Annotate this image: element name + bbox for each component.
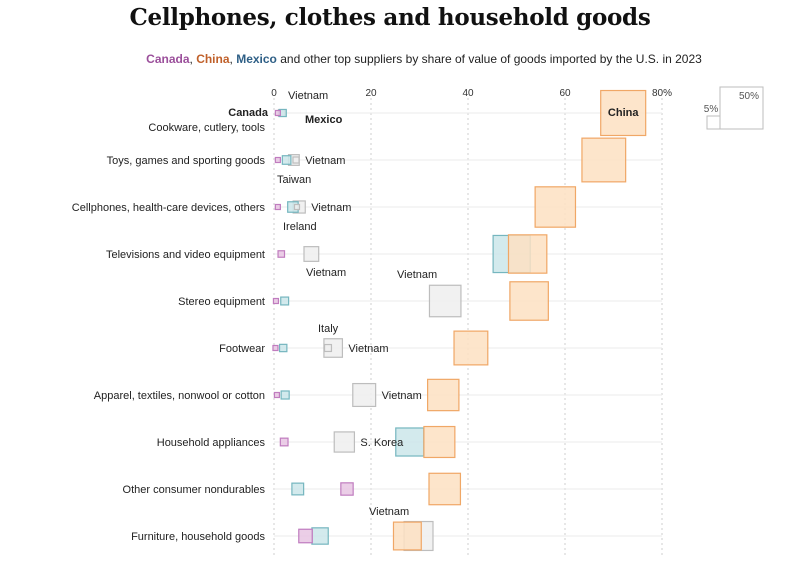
mexico-marker: [281, 155, 292, 165]
category-label: Furniture, household goods: [131, 531, 265, 543]
china-marker: [509, 281, 549, 321]
subtitle-mexico: Mexico: [236, 52, 277, 66]
x-tick-label: 80%: [652, 88, 672, 99]
extra-supplier-marker: [340, 482, 354, 496]
annotation-canada: Canada: [228, 107, 269, 119]
subtitle-sep-1: ,: [189, 52, 197, 66]
other-supplier-marker: [428, 284, 462, 318]
annotation-vietnam-furniture: Vietnam: [369, 506, 409, 518]
extra-supplier-marker: [293, 203, 301, 211]
annotation-italy: Italy: [318, 323, 339, 335]
supplier-label: Vietnam: [382, 390, 422, 402]
other-supplier-marker: [323, 338, 344, 358]
china-marker: [428, 472, 462, 506]
category-label: Other consumer nondurables: [123, 484, 266, 496]
category-label: Stereo equipment: [178, 296, 265, 308]
x-tick-label: 0: [271, 88, 277, 99]
category-label: Cellphones, health-care devices, others: [72, 202, 266, 214]
category-label: Household appliances: [157, 437, 266, 449]
canada-marker: [279, 437, 289, 447]
subtitle-sep-2: ,: [229, 52, 237, 66]
mexico-marker: [395, 427, 425, 457]
chart-subtitle: Canada, China, Mexico and other top supp…: [0, 52, 800, 66]
canada-marker: [298, 528, 313, 544]
supplier-label: Vietnam: [348, 343, 388, 355]
category-label: Footwear: [219, 343, 265, 355]
supplier-label: S. Korea: [360, 437, 404, 449]
china-marker: [392, 521, 422, 551]
other-supplier-marker: [352, 382, 377, 408]
subtitle-china: China: [196, 52, 230, 66]
extra-supplier-marker: [292, 156, 300, 164]
canada-marker: [272, 344, 279, 352]
canada-marker: [274, 156, 281, 164]
annotation-taiwan: Taiwan: [277, 174, 311, 186]
other-supplier-marker: [333, 431, 356, 453]
china-marker: [581, 137, 627, 183]
supplier-label: Vietnam: [311, 202, 351, 214]
x-tick-label: 40: [462, 88, 474, 99]
canada-marker: [272, 297, 280, 305]
supplier-label: Vietnam: [305, 155, 345, 167]
x-tick-label: 20: [365, 88, 377, 99]
canada-marker: [274, 109, 281, 117]
annotation-vietnam-cookware: Vietnam: [288, 90, 328, 102]
china-marker: [507, 234, 548, 274]
subtitle-rest: and other top suppliers by share of valu…: [276, 52, 702, 66]
extra-supplier-marker: [323, 343, 333, 353]
mexico-marker: [311, 527, 329, 545]
annotation-vietnam-tv: Vietnam: [306, 267, 346, 279]
canada-marker: [273, 391, 281, 399]
category-label: Televisions and video equipment: [106, 249, 265, 261]
mexico-marker: [280, 296, 290, 306]
other-supplier-marker: [303, 246, 320, 262]
china-marker: [600, 89, 647, 137]
mexico-marker: [291, 482, 305, 496]
legend-label-small: 5%: [704, 104, 719, 115]
annotation-mexico: Mexico: [305, 114, 343, 126]
annotation-china: China: [608, 107, 639, 119]
annotation-ireland: Ireland: [283, 221, 317, 233]
category-label: Apparel, textiles, nonwool or cotton: [94, 390, 265, 402]
china-marker: [453, 330, 489, 366]
canada-marker: [274, 203, 281, 211]
legend-square-small: [706, 115, 721, 130]
chart-title: Cellphones, clothes and household goods: [129, 4, 651, 31]
x-tick-label: 60: [559, 88, 571, 99]
category-label: Toys, games and sporting goods: [107, 155, 266, 167]
category-label: Cookware, cutlery, tools: [148, 122, 265, 134]
canada-marker: [277, 250, 286, 258]
mexico-marker: [278, 343, 288, 353]
china-marker: [427, 378, 460, 412]
subtitle-canada: Canada: [146, 52, 190, 66]
china-marker: [534, 186, 577, 228]
mexico-marker: [280, 390, 290, 400]
china-marker: [423, 425, 456, 459]
legend-square-large: [719, 86, 764, 130]
annotation-vietnam-stereo: Vietnam: [397, 269, 437, 281]
legend-label-large: 50%: [739, 91, 759, 102]
